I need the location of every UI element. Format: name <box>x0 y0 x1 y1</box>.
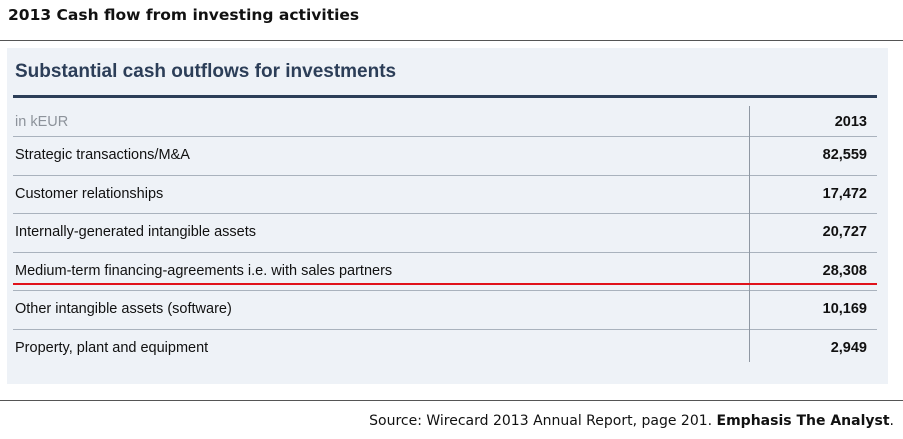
panel-title: Substantial cash outflows for investment… <box>15 61 397 82</box>
table-row: Internally-generated intangible assets 2… <box>13 214 877 253</box>
source-emphasis: Emphasis The Analyst <box>716 413 890 429</box>
year-header: 2013 <box>834 114 867 130</box>
table-row: Property, plant and equipment 2,949 <box>13 330 877 368</box>
highlight-underline <box>13 283 877 285</box>
row-label: Other intangible assets (software) <box>15 301 232 317</box>
row-label: Property, plant and equipment <box>15 339 209 356</box>
row-value: 28,308 <box>822 262 867 279</box>
table-panel: Substantial cash outflows for investment… <box>7 48 888 384</box>
row-label: Customer relationships <box>15 185 164 202</box>
source-text: Source: Wirecard 2013 Annual Report, pag… <box>369 413 717 429</box>
bottom-divider <box>0 400 903 401</box>
cash-flow-table: in kEUR 2013 Strategic transactions/M&A … <box>13 106 877 367</box>
source-note: Source: Wirecard 2013 Annual Report, pag… <box>369 413 894 429</box>
row-value: 2,949 <box>830 339 867 356</box>
table-row: Other intangible assets (software) 10,16… <box>13 291 877 330</box>
row-value: 82,559 <box>822 147 867 163</box>
page-title: 2013 Cash flow from investing activities <box>8 6 360 24</box>
row-value: 20,727 <box>822 224 867 240</box>
row-label: Strategic transactions/M&A <box>15 147 190 163</box>
source-suffix: . <box>889 413 894 429</box>
row-label: Internally-generated intangible assets <box>15 224 257 240</box>
row-value: 10,169 <box>822 301 867 317</box>
table-row: Customer relationships 17,472 <box>13 176 877 214</box>
row-label: Medium-term financing-agreements i.e. wi… <box>15 262 393 279</box>
table-row: Medium-term financing-agreements i.e. wi… <box>13 253 877 291</box>
row-value: 17,472 <box>822 185 867 202</box>
table-row: Strategic transactions/M&A 82,559 <box>13 137 877 176</box>
column-divider <box>749 106 750 362</box>
top-divider <box>0 40 903 41</box>
table-header-row: in kEUR 2013 <box>13 106 877 137</box>
panel-title-rule <box>13 95 877 98</box>
unit-label: in kEUR <box>15 114 69 130</box>
